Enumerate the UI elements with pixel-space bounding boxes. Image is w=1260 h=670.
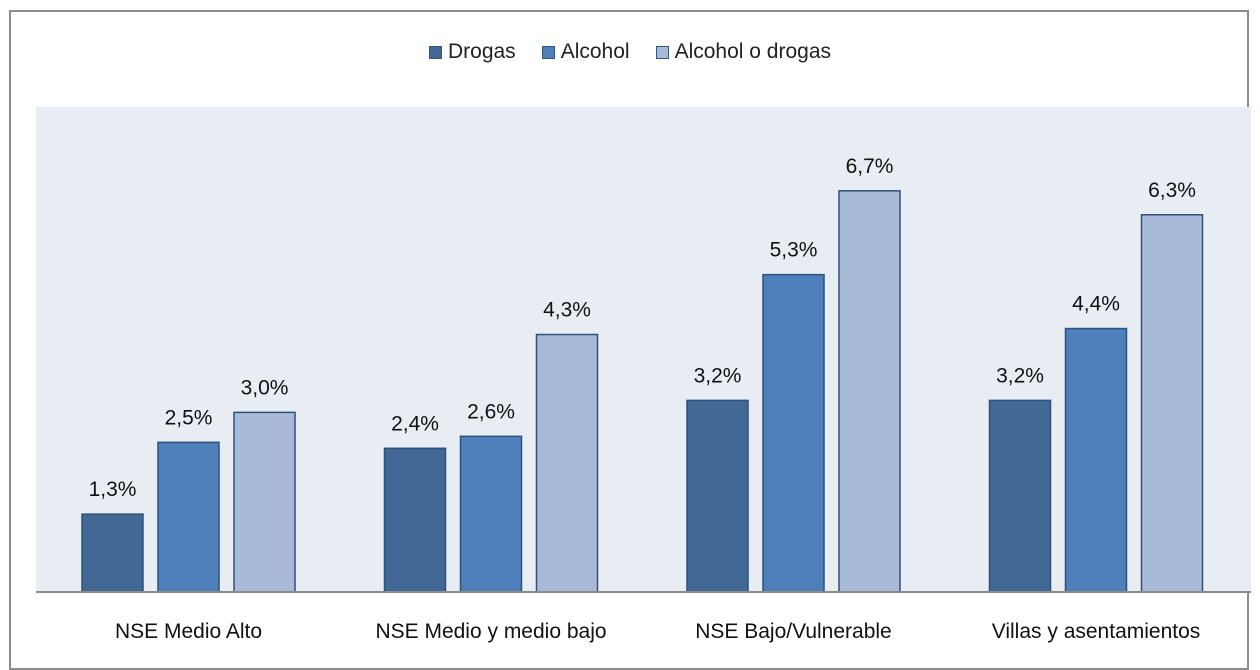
bar — [1140, 214, 1204, 593]
legend-item-alcohol-o-drogas: Alcohol o drogas — [655, 40, 832, 64]
bar — [686, 399, 749, 593]
bar — [988, 399, 1052, 593]
bar — [383, 447, 447, 593]
legend-swatch-alcohol-o-drogas — [655, 45, 669, 59]
legend-swatch-drogas — [428, 45, 442, 59]
legend-label-drogas: Drogas — [447, 40, 516, 63]
bar — [535, 333, 599, 593]
legend-item-alcohol: Alcohol — [541, 40, 630, 64]
data-label: 2,5% — [165, 406, 213, 429]
legend-item-drogas: Drogas — [428, 40, 516, 64]
bar — [157, 441, 220, 593]
bar — [459, 435, 523, 593]
data-label: 5,3% — [770, 239, 818, 262]
category-label: NSE Bajo/Vulnerable — [695, 620, 892, 643]
bar — [838, 190, 901, 593]
category-label: NSE Medio y medio bajo — [375, 620, 606, 643]
bar — [233, 411, 296, 593]
data-label: 3,0% — [241, 376, 289, 399]
bar — [762, 273, 825, 593]
data-label: 6,3% — [1148, 179, 1196, 202]
data-label: 3,2% — [694, 364, 742, 387]
data-label: 6,7% — [846, 155, 894, 178]
legend-swatch-alcohol — [541, 45, 555, 59]
bar-chart: 1,3% 2,5% 3,0% NSE Medio Alto 2,4% 2,6% 4,3% NS… — [36, 107, 1251, 643]
legend-label-alcohol: Alcohol — [560, 40, 630, 63]
category-label: NSE Medio Alto — [115, 620, 262, 643]
data-label: 2,4% — [391, 412, 439, 435]
data-label: 4,4% — [1072, 293, 1120, 316]
chart-legend: Drogas Alcohol Alcohol o drogas — [0, 40, 1260, 64]
data-label: 1,3% — [89, 478, 137, 501]
data-label: 4,3% — [543, 299, 591, 322]
bar — [81, 513, 144, 593]
data-label: 3,2% — [996, 364, 1044, 387]
bar — [1064, 327, 1128, 593]
data-label: 2,6% — [467, 400, 515, 423]
legend-label-alcohol-o-drogas: Alcohol o drogas — [674, 40, 832, 63]
category-label: Villas y asentamientos — [992, 620, 1201, 643]
